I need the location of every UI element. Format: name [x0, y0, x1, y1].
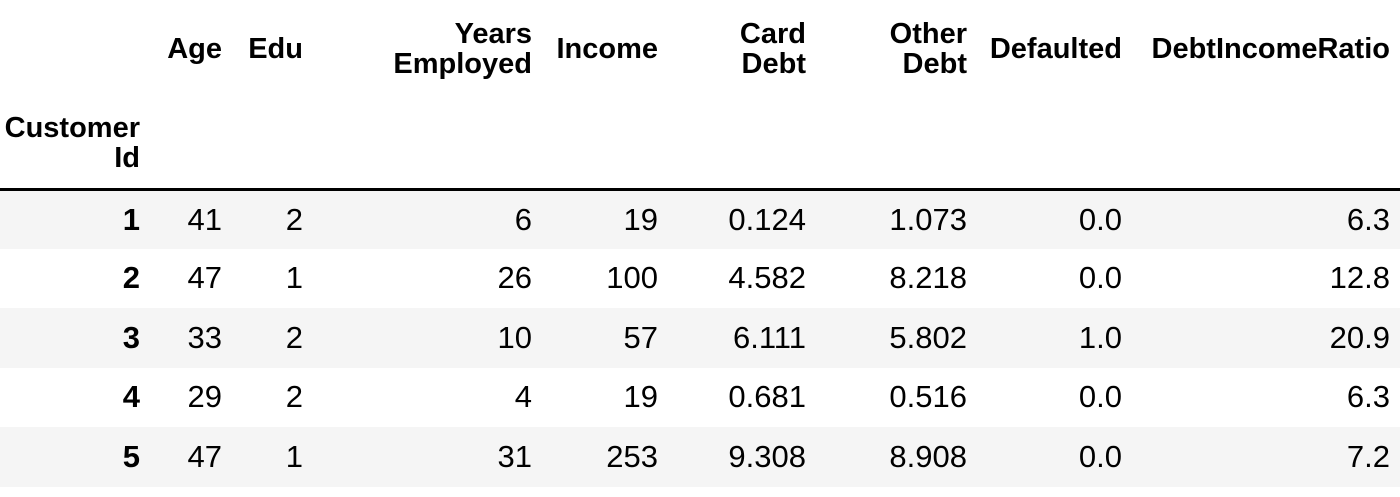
- column-header-label: Debt: [741, 48, 806, 80]
- table-row: 1 41 2 6 19 0.124 1.073 0.0 6.3: [0, 189, 1400, 249]
- table-cell: 253: [606, 438, 658, 474]
- column-header-row: Age Edu Years Employed Income Card Debt …: [0, 0, 1400, 98]
- index-name-row: Customer Id: [0, 98, 1400, 191]
- dataframe-table: Age Edu Years Employed Income Card Debt …: [0, 0, 1400, 487]
- table-cell: 4: [514, 379, 532, 415]
- table-row: 3 33 2 10 57 6.111 5.802 1.0 20.9: [0, 308, 1400, 368]
- table-cell: 0.0: [1078, 379, 1122, 415]
- corner-cell: [0, 0, 150, 98]
- row-index: 1: [122, 201, 140, 237]
- table-cell: 19: [623, 379, 658, 415]
- table-body: 1 41 2 6 19 0.124 1.073 0.0 6.3 2 47 1 2…: [0, 189, 1400, 487]
- table-row: 4 29 2 4 19 0.681 0.516 0.0 6.3: [0, 368, 1400, 428]
- table-cell: 100: [606, 260, 658, 296]
- table-cell: 33: [187, 319, 222, 355]
- table-cell: 2: [285, 201, 303, 237]
- table-cell: 12.8: [1329, 260, 1390, 296]
- index-spacer-cell: [816, 98, 977, 191]
- table-cell: 41: [187, 201, 222, 237]
- index-spacer-cell: [1132, 98, 1400, 191]
- column-header-label: Employed: [393, 48, 532, 80]
- column-header-years-employed: Years Employed: [313, 0, 542, 98]
- table-cell: 6.3: [1346, 201, 1390, 237]
- table-cell: 8.218: [889, 260, 967, 296]
- column-header-age: Age: [150, 0, 232, 98]
- index-name-cell: Customer Id: [0, 98, 150, 191]
- table-cell: 29: [187, 379, 222, 415]
- table-cell: 1.0: [1078, 319, 1122, 355]
- table-cell: 57: [623, 319, 658, 355]
- table-cell: 2: [285, 319, 303, 355]
- table-cell: 2: [285, 379, 303, 415]
- column-header-defaulted: Defaulted: [977, 0, 1132, 98]
- column-header-label: Card: [739, 18, 806, 50]
- row-index: 2: [122, 260, 140, 296]
- row-index: 5: [122, 438, 140, 474]
- table-cell: 4.582: [728, 260, 806, 296]
- table-cell: 5.802: [889, 319, 967, 355]
- table-row: 2 47 1 26 100 4.582 8.218 0.0 12.8: [0, 249, 1400, 309]
- table-cell: 0.0: [1078, 201, 1122, 237]
- column-header-label: Income: [556, 33, 658, 65]
- table-cell: 26: [497, 260, 532, 296]
- column-header-label: Defaulted: [989, 33, 1122, 65]
- column-header-income: Income: [542, 0, 668, 98]
- column-header-card-debt: Card Debt: [668, 0, 816, 98]
- table-cell: 6.111: [733, 319, 806, 355]
- table-cell: 47: [187, 260, 222, 296]
- row-index: 3: [122, 319, 140, 355]
- column-header-label: DebtIncomeRatio: [1151, 33, 1390, 65]
- index-name-label: Id: [114, 141, 140, 174]
- table-cell: 0.124: [728, 201, 806, 237]
- table-cell: 1: [285, 438, 303, 474]
- column-header-other-debt: Other Debt: [816, 0, 977, 98]
- table-cell: 7.2: [1346, 438, 1390, 474]
- table-cell: 47: [187, 438, 222, 474]
- index-spacer-cell: [542, 98, 668, 191]
- column-header-label: Other: [889, 18, 967, 50]
- index-spacer-cell: [150, 98, 232, 191]
- index-spacer-cell: [977, 98, 1132, 191]
- table-cell: 6: [514, 201, 532, 237]
- table-header: Age Edu Years Employed Income Card Debt …: [0, 0, 1400, 191]
- index-spacer-cell: [668, 98, 816, 191]
- table-cell: 31: [497, 438, 532, 474]
- index-name-label: Customer: [4, 111, 140, 144]
- column-header-label: Debt: [902, 48, 967, 80]
- row-index: 4: [122, 379, 140, 415]
- column-header-label: Years: [454, 18, 532, 50]
- column-header-label: Age: [167, 33, 222, 65]
- table-row: 5 47 1 31 253 9.308 8.908 0.0 7.2: [0, 427, 1400, 487]
- table-cell: 0.0: [1078, 438, 1122, 474]
- table-cell: 20.9: [1329, 319, 1390, 355]
- column-header-label: Edu: [248, 33, 303, 65]
- table-cell: 8.908: [889, 438, 967, 474]
- index-spacer-cell: [232, 98, 313, 191]
- table-cell: 10: [497, 319, 532, 355]
- index-spacer-cell: [313, 98, 542, 191]
- table-cell: 1: [285, 260, 303, 296]
- table-cell: 6.3: [1346, 379, 1390, 415]
- table-cell: 0.0: [1078, 260, 1122, 296]
- table-cell: 0.516: [889, 379, 967, 415]
- table-cell: 19: [623, 201, 658, 237]
- table-cell: 9.308: [728, 438, 806, 474]
- column-header-edu: Edu: [232, 0, 313, 98]
- table-cell: 0.681: [728, 379, 806, 415]
- table-cell: 1.073: [889, 201, 967, 237]
- column-header-debt-income-ratio: DebtIncomeRatio: [1132, 0, 1400, 98]
